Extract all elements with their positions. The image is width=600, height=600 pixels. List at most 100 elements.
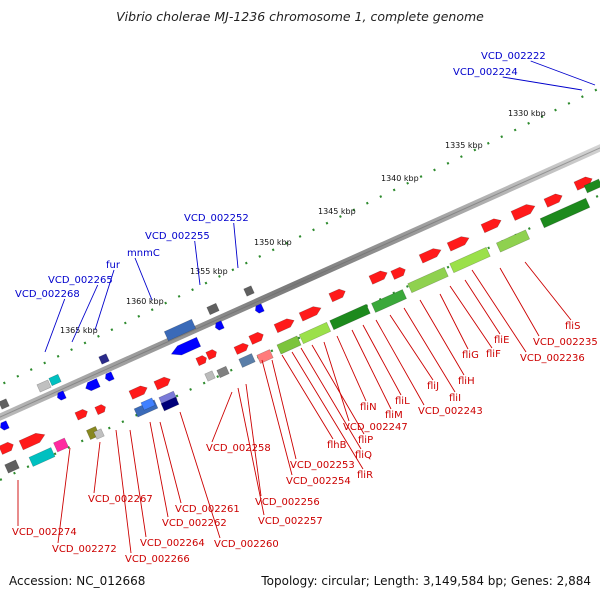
callout-line: [311, 344, 365, 435]
callout-line: [351, 329, 392, 410]
callout-line: [389, 314, 434, 381]
gene-label: VCD_002262: [162, 518, 227, 529]
callout-line: [71, 284, 99, 343]
gene-label: VCD_002257: [258, 516, 323, 527]
gene-feature: [74, 409, 88, 421]
callout-line: [211, 391, 233, 443]
callout-line: [194, 240, 201, 286]
gene-label: VCD_002254: [286, 476, 351, 487]
callout-line: [403, 307, 456, 393]
callout-line: [149, 421, 169, 518]
gene-label: VCD_002274: [12, 527, 77, 538]
gene-feature: [255, 303, 265, 314]
gene-label: VCD_002252: [184, 213, 249, 224]
gene-label: fliM: [385, 410, 403, 421]
gene-feature: [328, 288, 346, 303]
gene-feature: [238, 353, 256, 368]
callout-line: [94, 269, 115, 331]
scale-label: 1350 kbp: [254, 238, 292, 247]
gene-label: mnmC: [127, 248, 160, 259]
gene-label: VCD_002265: [48, 275, 113, 286]
scale-label: 1360 kbp: [126, 297, 164, 306]
gene-feature: [98, 353, 110, 365]
gene-feature: [233, 342, 249, 355]
gene-feature: [158, 390, 178, 407]
gene-feature: [371, 289, 407, 313]
gene-feature: [298, 306, 322, 322]
gene-feature: [480, 218, 502, 234]
gene-label: fliQ: [355, 450, 372, 461]
callout-line: [57, 447, 71, 544]
gene-label: VCD_002222: [481, 51, 546, 62]
callout-line: [464, 279, 501, 335]
gene-label: fliR: [357, 470, 373, 481]
gene-feature: [205, 349, 217, 361]
gene-feature: [573, 176, 593, 191]
accession-label: Accession: NC_012668: [9, 574, 146, 588]
callout-line: [44, 298, 66, 353]
callout-line: [524, 261, 572, 321]
gene-feature: [216, 365, 230, 379]
scale-label: 1355 kbp: [190, 267, 228, 276]
gene-label-callouts: VCD_002222 VCD_002224 VCD_002252 VCD_002255…: [12, 51, 598, 565]
gene-feature: [85, 378, 101, 392]
scale-label: 1365 kbp: [60, 326, 98, 335]
scale-label: 1340 kbp: [381, 174, 419, 183]
gene-feature: [273, 318, 295, 334]
callout-line: [336, 335, 367, 402]
callout-line: [281, 354, 334, 440]
callout-line: [323, 341, 350, 422]
gene-feature: [510, 204, 536, 221]
gene-label: VCD_002253: [290, 460, 355, 471]
gene-label: flhB: [327, 440, 347, 451]
callout-line: [449, 285, 493, 349]
gene-label: VCD_002247: [343, 422, 408, 433]
gene-feature: [36, 379, 52, 393]
scale-label: 1345 kbp: [318, 207, 356, 216]
scale-label: 1330 kbp: [508, 109, 546, 118]
gene-label: VCD_002260: [214, 539, 279, 550]
gene-label: fliJ: [427, 381, 439, 392]
gene-feature: [163, 318, 197, 342]
gene-feature: [583, 178, 600, 194]
callout-line: [159, 421, 182, 504]
gene-label: VCD_002261: [175, 504, 240, 515]
callout-line: [129, 429, 147, 538]
gene-feature: [495, 229, 531, 253]
gene-feature: [0, 441, 14, 455]
callout-line: [245, 383, 262, 497]
gene-feature: [256, 349, 274, 364]
gene-feature: [0, 398, 10, 410]
gene-feature: [248, 331, 264, 345]
gene-label: VCD_002243: [418, 406, 483, 417]
backbone-shadow: [0, 147, 600, 418]
gene-feature: [195, 355, 207, 367]
callout-line: [471, 269, 527, 353]
gene-feature: [48, 373, 62, 387]
gene-label: VCD_002224: [453, 67, 518, 78]
gene-label: VCD_002264: [140, 538, 205, 549]
gene-feature: [53, 437, 69, 453]
gene-feature: [153, 376, 171, 391]
gene-feature: [204, 370, 216, 382]
gene-feature: [449, 246, 491, 274]
callout-line: [179, 411, 221, 539]
scale-label: 1335 kbp: [445, 141, 483, 150]
callout-line: [439, 293, 469, 350]
gene-feature: [418, 248, 442, 264]
callout-line: [419, 299, 465, 376]
gene-label: VCD_002272: [52, 544, 117, 555]
gene-feature: [4, 459, 20, 474]
gene-feature: [28, 447, 56, 467]
gene-feature: [390, 266, 406, 280]
callout-line: [499, 267, 540, 337]
callout-line: [261, 359, 293, 476]
gene-label: VCD_002235: [533, 337, 598, 348]
gene-label: fliS: [565, 321, 580, 332]
gene-label: VCD_002256: [255, 497, 320, 508]
gene-label: fliL: [395, 396, 410, 407]
gene-label: fliG: [462, 350, 479, 361]
callout-line: [530, 60, 596, 86]
